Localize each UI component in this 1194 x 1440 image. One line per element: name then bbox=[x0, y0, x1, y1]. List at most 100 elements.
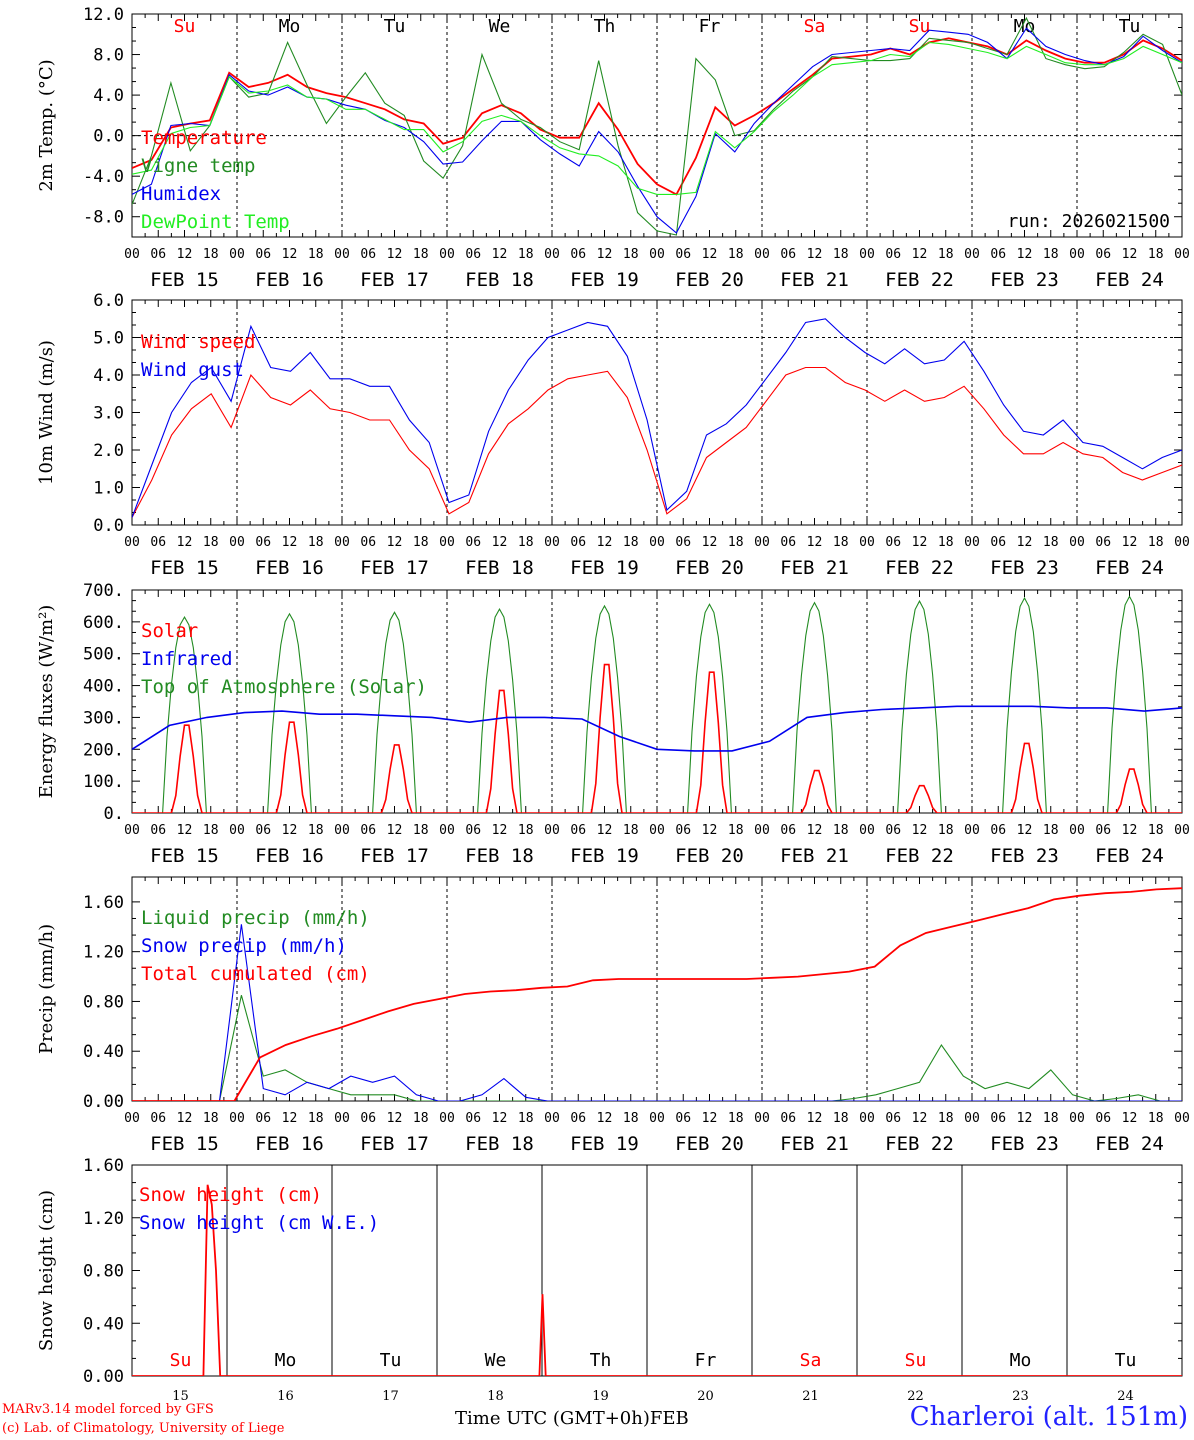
x-tick-label: 18 bbox=[203, 247, 219, 262]
x-tick-label: 00 bbox=[439, 1111, 455, 1126]
day-number-label: 21 bbox=[802, 1389, 819, 1404]
x-tick-label: 12 bbox=[177, 535, 193, 550]
date-label: FEB 15 bbox=[150, 1133, 219, 1155]
x-tick-label: 00 bbox=[754, 1111, 770, 1126]
legend-entry: Snow height (cm) bbox=[139, 1184, 322, 1206]
day-number-label: 16 bbox=[277, 1389, 294, 1404]
x-tick-label: 18 bbox=[728, 535, 744, 550]
legend-entry: Snow height (cm W.E.) bbox=[139, 1212, 379, 1234]
x-tick-label: 00 bbox=[859, 1111, 875, 1126]
x-tick-label: 12 bbox=[702, 247, 718, 262]
weekday-label: Mo bbox=[275, 1350, 297, 1371]
x-tick-label: 00 bbox=[1174, 823, 1190, 838]
date-label: FEB 19 bbox=[570, 269, 639, 291]
x-tick-label: 06 bbox=[570, 535, 586, 550]
x-tick-label: 18 bbox=[938, 823, 954, 838]
date-label: FEB 24 bbox=[1095, 845, 1164, 867]
x-tick-label: 12 bbox=[597, 823, 613, 838]
x-tick-label: 06 bbox=[885, 247, 901, 262]
lab-credit: (c) Lab. of Climatology, University of L… bbox=[2, 1421, 285, 1436]
x-tick-label: 18 bbox=[203, 1111, 219, 1126]
model-credit: MARv3.14 model forced by GFS bbox=[2, 1402, 214, 1417]
date-label: FEB 22 bbox=[885, 1133, 954, 1155]
y-tick-label: 1.60 bbox=[83, 893, 124, 913]
x-tick-label: 18 bbox=[413, 1111, 429, 1126]
date-label: FEB 23 bbox=[990, 845, 1059, 867]
x-tick-label: 00 bbox=[334, 247, 350, 262]
x-tick-label: 18 bbox=[833, 1111, 849, 1126]
y-axis-label: 10m Wind (m/s) bbox=[36, 340, 57, 485]
y-tick-label: 0.80 bbox=[83, 1262, 124, 1282]
x-tick-label: 18 bbox=[1043, 247, 1059, 262]
x-tick-label: 18 bbox=[1043, 535, 1059, 550]
plot-frame bbox=[131, 589, 1183, 814]
date-label: FEB 17 bbox=[360, 269, 429, 291]
x-tick-label: 06 bbox=[990, 535, 1006, 550]
x-tick-label: 12 bbox=[282, 823, 298, 838]
x-tick-label: 12 bbox=[492, 535, 508, 550]
y-tick-label: 200. bbox=[83, 740, 124, 760]
x-tick-label: 06 bbox=[780, 823, 796, 838]
x-tick-label: 06 bbox=[465, 247, 481, 262]
x-tick-label: 12 bbox=[177, 823, 193, 838]
x-tick-label: 06 bbox=[465, 1111, 481, 1126]
series-line-0 bbox=[132, 366, 1182, 518]
x-tick-label: 12 bbox=[597, 1111, 613, 1126]
x-tick-label: 06 bbox=[780, 1111, 796, 1126]
x-tick-label: 18 bbox=[1043, 1111, 1059, 1126]
y-tick-label: 12.0 bbox=[83, 5, 124, 25]
x-tick-label: 12 bbox=[912, 535, 928, 550]
date-label: FEB 16 bbox=[255, 557, 324, 579]
legend-entry: Snow precip (mm/h) bbox=[141, 935, 347, 957]
x-tick-label: 06 bbox=[255, 535, 271, 550]
weekday-label: We bbox=[489, 16, 511, 37]
weekday-label: Sa bbox=[804, 16, 826, 37]
x-tick-label: 12 bbox=[1017, 823, 1033, 838]
date-label: FEB 16 bbox=[255, 845, 324, 867]
x-tick-label: 18 bbox=[518, 1111, 534, 1126]
y-axis-label: Snow height (cm) bbox=[36, 1190, 57, 1351]
y-tick-label: 4.0 bbox=[93, 366, 124, 386]
x-tick-label: 06 bbox=[150, 823, 166, 838]
y-tick-label: 500. bbox=[83, 645, 124, 665]
x-tick-label: 06 bbox=[1095, 535, 1111, 550]
x-tick-label: 00 bbox=[1069, 823, 1085, 838]
weekday-label: Su bbox=[909, 16, 931, 37]
x-tick-label: 18 bbox=[518, 823, 534, 838]
weekday-label: Mo bbox=[1010, 1350, 1032, 1371]
x-tick-label: 00 bbox=[754, 247, 770, 262]
x-tick-label: 00 bbox=[544, 535, 560, 550]
date-label: FEB 20 bbox=[675, 557, 744, 579]
date-label: FEB 23 bbox=[990, 1133, 1059, 1155]
x-tick-label: 06 bbox=[885, 823, 901, 838]
x-tick-label: 06 bbox=[255, 1111, 271, 1126]
x-tick-label: 18 bbox=[728, 247, 744, 262]
x-tick-label: 12 bbox=[282, 247, 298, 262]
x-tick-label: 18 bbox=[1148, 1111, 1164, 1126]
x-tick-label: 12 bbox=[702, 535, 718, 550]
legend-entry: Solar bbox=[141, 620, 198, 642]
x-tick-label: 00 bbox=[439, 823, 455, 838]
date-label: FEB 24 bbox=[1095, 269, 1164, 291]
x-tick-label: 00 bbox=[544, 1111, 560, 1126]
panel-precip: 0.00 0.40 0.80 1.20 1.60 Precip (mm/h) 00 06 12 1… bbox=[36, 876, 1190, 1155]
x-tick-label: 12 bbox=[807, 823, 823, 838]
x-tick-label: 06 bbox=[360, 823, 376, 838]
x-tick-label: 06 bbox=[255, 823, 271, 838]
x-tick-label: 12 bbox=[387, 535, 403, 550]
x-tick-label: 00 bbox=[964, 1111, 980, 1126]
y-tick-label: 3.0 bbox=[93, 404, 124, 424]
x-tick-label: 18 bbox=[518, 535, 534, 550]
x-tick-label: 00 bbox=[1069, 535, 1085, 550]
y-tick-label: -4.0 bbox=[83, 167, 124, 187]
x-tick-label: 06 bbox=[990, 1111, 1006, 1126]
y-tick-label: 600. bbox=[83, 613, 124, 633]
y-tick-label: 0.40 bbox=[83, 1042, 124, 1062]
y-tick-label: 0.00 bbox=[83, 1367, 124, 1387]
x-tick-label: 00 bbox=[229, 1111, 245, 1126]
x-tick-label: 06 bbox=[990, 823, 1006, 838]
x-tick-label: 18 bbox=[203, 535, 219, 550]
x-tick-label: 06 bbox=[150, 1111, 166, 1126]
y-tick-label: 1.20 bbox=[83, 1209, 124, 1229]
y-tick-label: 8.0 bbox=[93, 46, 124, 66]
